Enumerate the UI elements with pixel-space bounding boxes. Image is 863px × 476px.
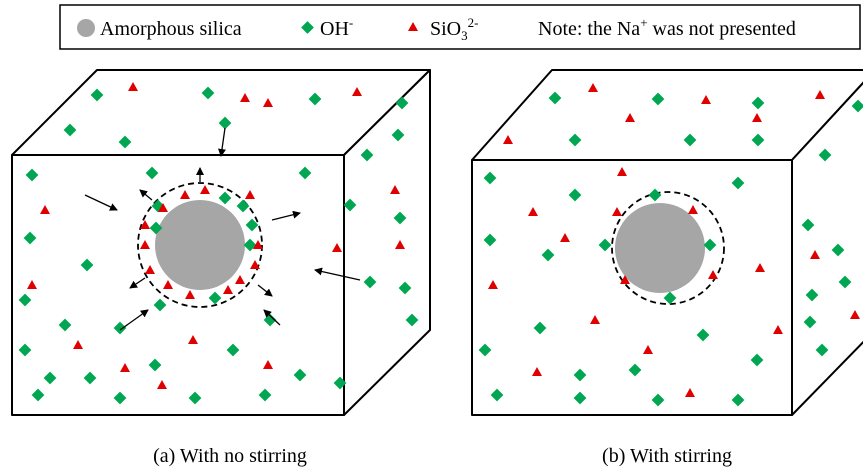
legend-note: Note: the Na+ was not presented [538,15,796,40]
note-rest: was not presented [648,18,796,40]
cube-b-front [472,160,792,415]
legend-silica: Amorphous silica [100,18,242,40]
silica-particle-b [615,203,705,293]
silica-particle-a [155,200,245,290]
note-text: Note: the Na [538,18,640,40]
legend-sio3-sup: 2- [468,15,479,30]
legend-silica-icon [77,19,95,37]
legend-sio3-sub: 3 [461,28,468,43]
cube-a-front [12,155,344,415]
caption-a: (a) With no stirring [153,445,307,467]
note-sup: + [640,15,647,30]
legend-oh-sup: - [349,15,353,30]
figure: Amorphous silica OH- SiO32- Note: the Na… [0,0,863,471]
legend-oh: OH- [320,15,353,40]
caption-b: (b) With stirring [602,445,732,467]
legend-oh-label: OH [320,18,349,40]
legend-sio3-label: SiO [430,18,461,40]
page: Amorphous silica OH- SiO32- Note: the Na… [0,0,863,471]
